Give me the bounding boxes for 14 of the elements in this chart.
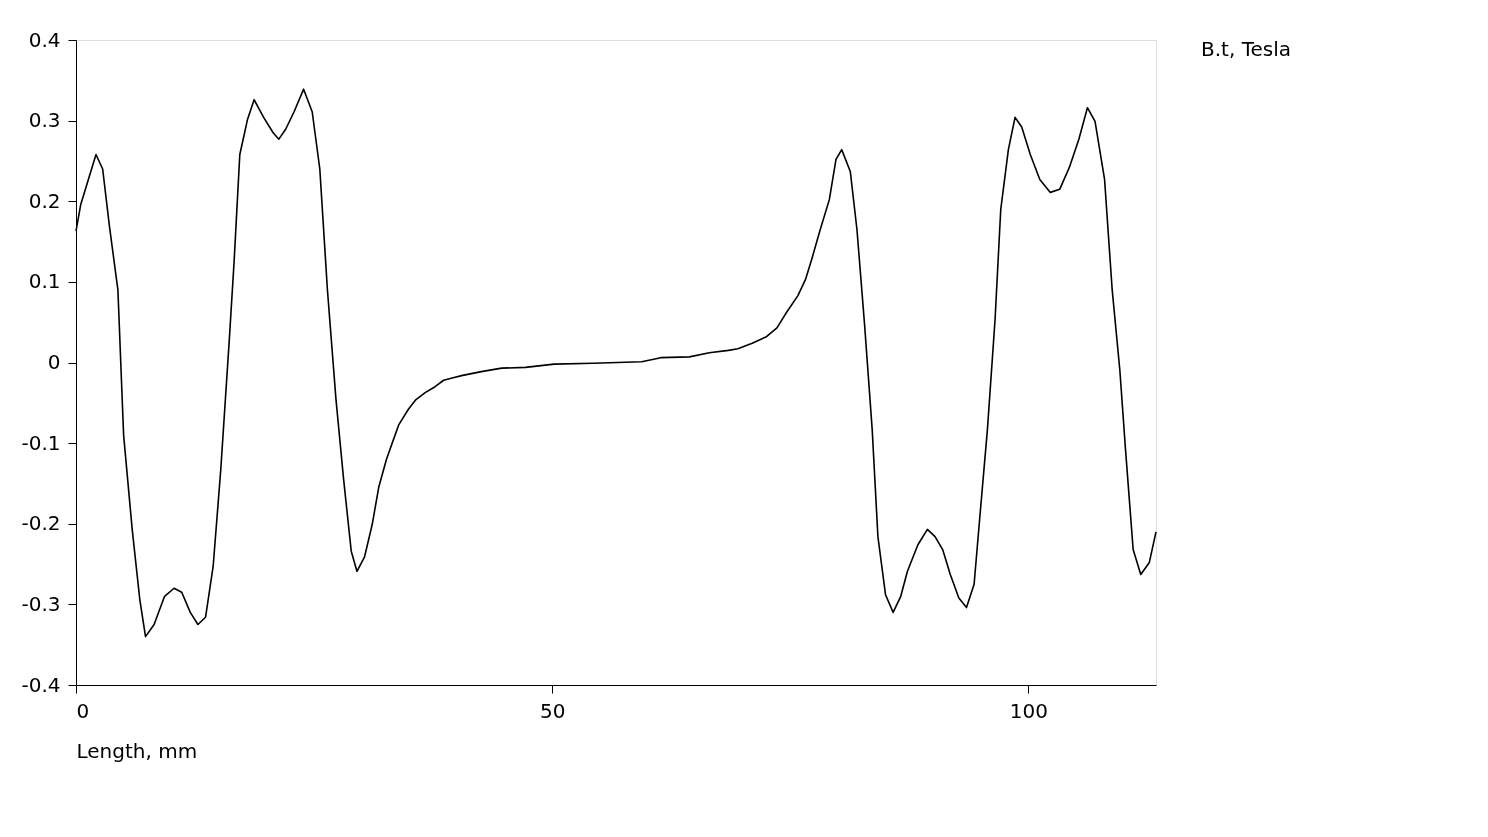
x-tick-label: 0 [76, 698, 90, 723]
text: B.t, Tesla [1201, 37, 1291, 61]
y-tick-label: -0.3 [21, 591, 61, 616]
x-tick-label: 50 [539, 698, 566, 723]
y-tick-label: -0.1 [21, 430, 61, 455]
y-tick-label: 0.3 [28, 108, 61, 133]
y-tick-label: 0 [47, 350, 61, 374]
x-tick-label: 100 [1009, 698, 1048, 723]
y-tick-label: 0.2 [28, 188, 61, 213]
y-tick-label: -0.4 [21, 672, 61, 697]
y-tick-label: 0.4 [28, 27, 61, 52]
x-axis-title: Length, mm [76, 738, 198, 763]
y-tick-label: 0.1 [28, 269, 61, 294]
y-tick-label: -0.2 [21, 511, 61, 536]
